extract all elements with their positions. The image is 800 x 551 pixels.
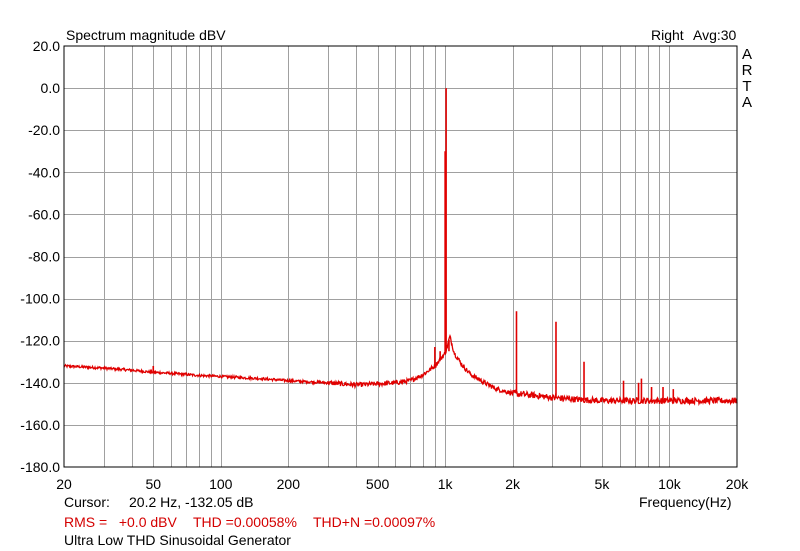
y-tick-label: -100.0 <box>20 291 60 307</box>
cursor-label: Cursor: <box>64 494 110 510</box>
cursor-readout: 20.2 Hz, -132.05 dB <box>129 494 254 510</box>
harmonic-lines <box>152 88 675 401</box>
arta-letter: A <box>741 46 752 63</box>
x-tick-label: 20k <box>726 476 750 492</box>
x-tick-label: 20 <box>56 476 72 492</box>
y-tick-label: -140.0 <box>20 375 60 391</box>
y-tick-labels: 20.0 0.0 -20.0 -40.0 -60.0 -80.0 -100.0 -120.0 -… <box>20 38 60 475</box>
chart-title: Spectrum magnitude dBV <box>66 27 226 43</box>
x-tick-labels: 20 50 100 200 500 1k 2k 5k 10k 20k <box>56 476 749 492</box>
y-tick-label: -40.0 <box>28 164 60 180</box>
y-tick-label: -160.0 <box>20 417 60 433</box>
y-tick-label: -120.0 <box>20 333 60 349</box>
spectrum-trace <box>63 333 738 407</box>
x-tick-label: 100 <box>209 476 233 492</box>
x-tick-label: 2k <box>505 476 521 492</box>
x-tick-label: 5k <box>595 476 611 492</box>
x-tick-label: 500 <box>366 476 390 492</box>
y-tick-label: -180.0 <box>20 459 60 475</box>
x-tick-label: 1k <box>438 476 454 492</box>
y-tick-label: 20.0 <box>33 38 60 54</box>
grid <box>64 46 737 467</box>
arta-logo: A R T A <box>741 47 753 111</box>
x-tick-label: 10k <box>658 476 682 492</box>
y-tick-label: -60.0 <box>28 206 60 222</box>
rms-readout: RMS = +0.0 dBV <box>64 514 177 530</box>
arta-letter: R <box>741 62 753 79</box>
y-tick-label: -20.0 <box>28 122 60 138</box>
x-tick-label: 50 <box>145 476 161 492</box>
plot-frame <box>63 45 738 468</box>
thd-readout: THD =0.00058% <box>193 514 297 530</box>
x-tick-label: 200 <box>277 476 301 492</box>
arta-letter: A <box>741 94 752 111</box>
x-axis-label: Frequency(Hz) <box>639 494 732 510</box>
channel-label: Right <box>651 27 684 43</box>
y-tick-label: -80.0 <box>28 249 60 265</box>
arta-letter: T <box>742 78 752 95</box>
caption: Ultra Low THD Sinusoidal Generator <box>64 532 291 548</box>
thdn-readout: THD+N =0.00097% <box>313 514 436 530</box>
averaging-label: Avg:30 <box>693 27 737 43</box>
y-tick-label: 0.0 <box>41 80 61 96</box>
